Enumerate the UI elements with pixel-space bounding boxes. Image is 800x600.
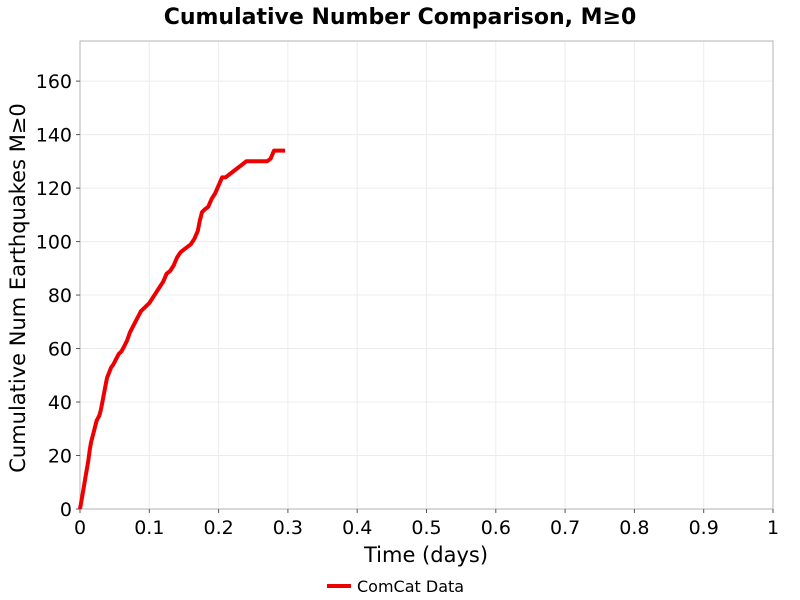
x-tick-label: 0.1 (134, 517, 164, 539)
series-line-comcat-data (78, 148, 286, 510)
legend-label-comcat: ComCat Data (357, 577, 464, 596)
x-tick-label: 0.2 (203, 517, 233, 539)
x-axis-label: Time (days) (363, 543, 488, 567)
y-tick-label: 100 (36, 232, 72, 254)
y-axis-ticks: 0 20 40 60 80 100 120 140 160 (36, 71, 80, 521)
x-tick-label: 0.4 (342, 517, 372, 539)
y-axis-label: Cumulative Num Earthquakes M≥0 (6, 103, 30, 473)
y-tick-label: 40 (48, 392, 72, 414)
x-tick-label: 0.5 (411, 517, 441, 539)
y-tick-label: 80 (48, 285, 72, 307)
x-tick-label: 0 (74, 517, 86, 539)
grid (79, 41, 774, 510)
y-tick-label: 160 (36, 71, 72, 93)
y-tick-label: 0 (60, 499, 72, 521)
y-tick-label: 120 (36, 178, 72, 200)
y-tick-label: 140 (36, 125, 72, 147)
chart-title: Cumulative Number Comparison, M≥0 (164, 5, 637, 30)
series-group (78, 148, 286, 510)
legend: ComCat Data (327, 577, 464, 596)
y-tick-label: 20 (48, 446, 72, 468)
x-tick-label: 0.6 (481, 517, 511, 539)
x-tick-label: 1 (767, 517, 779, 539)
x-tick-label: 0.3 (273, 517, 303, 539)
x-axis-ticks: 0 0.1 0.2 0.3 0.4 0.5 0.6 0.7 0.8 0.9 1 (74, 509, 779, 539)
x-tick-label: 0.9 (689, 517, 719, 539)
x-tick-label: 0.7 (550, 517, 580, 539)
x-tick-label: 0.8 (619, 517, 649, 539)
y-tick-label: 60 (48, 339, 72, 361)
